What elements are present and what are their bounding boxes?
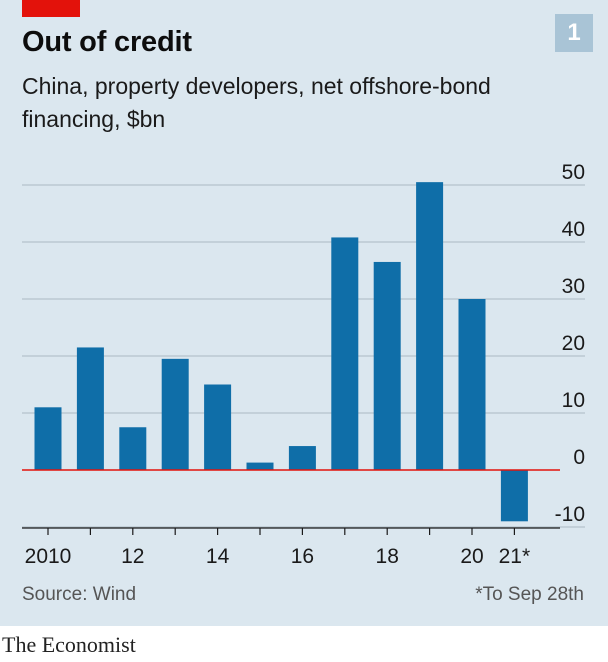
x-tick-label: 12 [121,545,144,568]
y-tick-label: 30 [562,275,585,298]
bar-2010 [34,407,62,470]
bar-2014 [204,384,232,470]
x-tick-label: 14 [206,545,230,568]
y-tick-label: 40 [562,218,585,241]
footnote: *To Sep 28th [475,584,584,605]
economist-red-tag [22,0,80,17]
bar-2017 [331,237,359,470]
x-tick-label: 16 [291,545,314,568]
chart-title: Out of credit [22,26,192,58]
bar-2016 [288,446,316,470]
y-tick-label: 50 [562,161,585,184]
bar-2012 [119,427,147,470]
y-tick-label: -10 [555,503,585,526]
bar-2019 [416,182,444,470]
x-tick-label: 21* [499,545,531,568]
chart-number-badge: 1 [555,14,593,52]
bar-2021 [500,470,528,522]
y-tick-label: 0 [573,446,585,469]
bar-2011 [76,347,104,470]
x-tick-label: 2010 [25,545,72,568]
y-tick-label: 10 [562,389,585,412]
chart-subtitle: China, property developers, net offshore… [22,73,491,132]
economist-logo: The Economist [2,632,136,657]
bar-2013 [161,358,189,470]
bar-2020 [458,299,486,470]
chart-panel [0,0,608,626]
x-tick-label: 20 [460,545,483,568]
bar-2018 [373,261,401,470]
bar-2015 [246,462,274,470]
source-note: Source: Wind [22,584,137,605]
y-tick-label: 20 [562,332,585,355]
x-tick-label: 18 [376,545,399,568]
